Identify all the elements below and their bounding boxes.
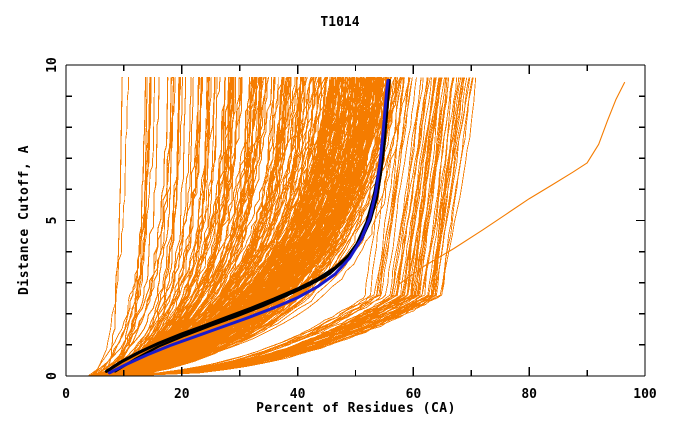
ensemble-curve xyxy=(89,76,173,376)
ensemble-curve xyxy=(130,77,388,376)
ensemble-curve xyxy=(107,77,471,376)
x-tick-label: 20 xyxy=(174,387,190,402)
y-tick-label: 5 xyxy=(45,217,60,225)
ensemble-curve xyxy=(94,76,129,376)
ensemble-curve xyxy=(117,77,372,376)
ensemble-curve xyxy=(91,76,175,376)
ensemble-curve xyxy=(104,77,460,376)
outlier-curve-path xyxy=(398,81,626,285)
ensemble-curve xyxy=(111,77,389,376)
ensemble-curve xyxy=(113,76,202,376)
ensemble-curve xyxy=(131,77,365,376)
ensemble-curve xyxy=(100,76,283,376)
ensemble-curve xyxy=(109,76,151,376)
ensemble-curve xyxy=(119,77,477,376)
x-tick-label: 100 xyxy=(633,387,657,402)
y-tick-label: 10 xyxy=(45,57,60,73)
ensemble-curve xyxy=(105,76,169,376)
ensemble-curve xyxy=(108,77,429,376)
ensemble-curve xyxy=(124,77,384,376)
ensemble-curve xyxy=(111,76,204,376)
ensemble-curve xyxy=(105,76,273,376)
ensemble-curve xyxy=(103,76,287,376)
ensemble-curve xyxy=(104,76,123,376)
ensemble-curve xyxy=(96,76,260,376)
ensemble-curve xyxy=(98,77,351,376)
ensemble-curve xyxy=(130,77,360,376)
ensemble-curve xyxy=(95,76,267,376)
ensemble-curve xyxy=(128,77,374,376)
ensemble-curve xyxy=(121,77,411,376)
ensemble-curve xyxy=(103,77,405,376)
highlighted-curves xyxy=(104,78,391,375)
ensemble-curve xyxy=(126,77,351,376)
chart-title: T1014 xyxy=(320,15,359,30)
ensemble-curve xyxy=(96,76,232,376)
ensemble-curve xyxy=(103,76,226,376)
y-axis-label: Distance Cutoff, A xyxy=(17,145,32,295)
ensemble-curve xyxy=(110,76,291,376)
ensemble-curve xyxy=(112,77,473,376)
ensemble-curve xyxy=(90,77,226,376)
x-tick-label: 60 xyxy=(406,387,422,402)
tick-labels: 0 20 40 60 80 100 0 5 10 xyxy=(45,57,657,402)
ensemble-curve xyxy=(100,76,199,376)
ensemble-curve xyxy=(87,76,152,376)
x-tick-label: 40 xyxy=(290,387,306,402)
ensemble-curve xyxy=(129,77,361,376)
ensemble-curve xyxy=(102,77,340,376)
ensemble-curve xyxy=(101,77,335,376)
x-tick-label: 0 xyxy=(62,387,70,402)
highlight-curve-highlight-blue xyxy=(107,79,390,375)
ensemble-curve xyxy=(115,77,437,376)
highlight-curve-highlight-black xyxy=(104,78,391,373)
plot-frame xyxy=(65,64,646,377)
x-axis-label: Percent of Residues (CA) xyxy=(256,401,456,416)
ensemble-curve xyxy=(105,77,361,376)
ensemble-curve xyxy=(96,76,216,376)
ensemble-curve xyxy=(115,77,372,376)
ensemble-curve xyxy=(97,77,436,376)
ensemble-curve xyxy=(133,77,387,376)
ensemble-curve xyxy=(102,76,160,376)
ensemble-curve xyxy=(116,76,237,376)
ensemble-curve xyxy=(106,77,343,376)
ensemble-curve xyxy=(95,76,253,376)
ensemble-curve xyxy=(99,76,314,376)
y-tick-label: 0 xyxy=(45,372,60,380)
ensemble-curve xyxy=(100,77,304,376)
x-tick-label: 80 xyxy=(521,387,537,402)
ensemble-curve xyxy=(91,76,156,376)
ensemble-curve xyxy=(133,77,379,376)
outlier-curve xyxy=(398,81,626,285)
ensemble-curve xyxy=(104,77,445,376)
ensemble-curve xyxy=(110,76,181,376)
